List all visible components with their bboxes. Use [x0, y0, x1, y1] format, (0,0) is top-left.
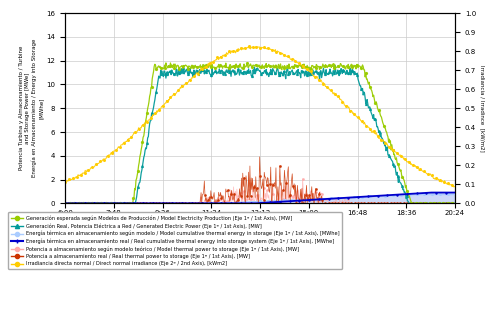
- Legend: Generación esperada según Modelos de Producción / Model Electricity Production (: Generación esperada según Modelos de Pro…: [8, 213, 342, 269]
- Y-axis label: Potencia Turbina y Almacenamiento / Turbine
and Storage Power [MWe]
Energía en A: Potencia Turbina y Almacenamiento / Turb…: [19, 39, 44, 177]
- X-axis label: Hora Local: Hora Local: [233, 218, 287, 227]
- Y-axis label: Irradiancia / Irradince  [kW/m2]: Irradiancia / Irradince [kW/m2]: [480, 65, 485, 152]
